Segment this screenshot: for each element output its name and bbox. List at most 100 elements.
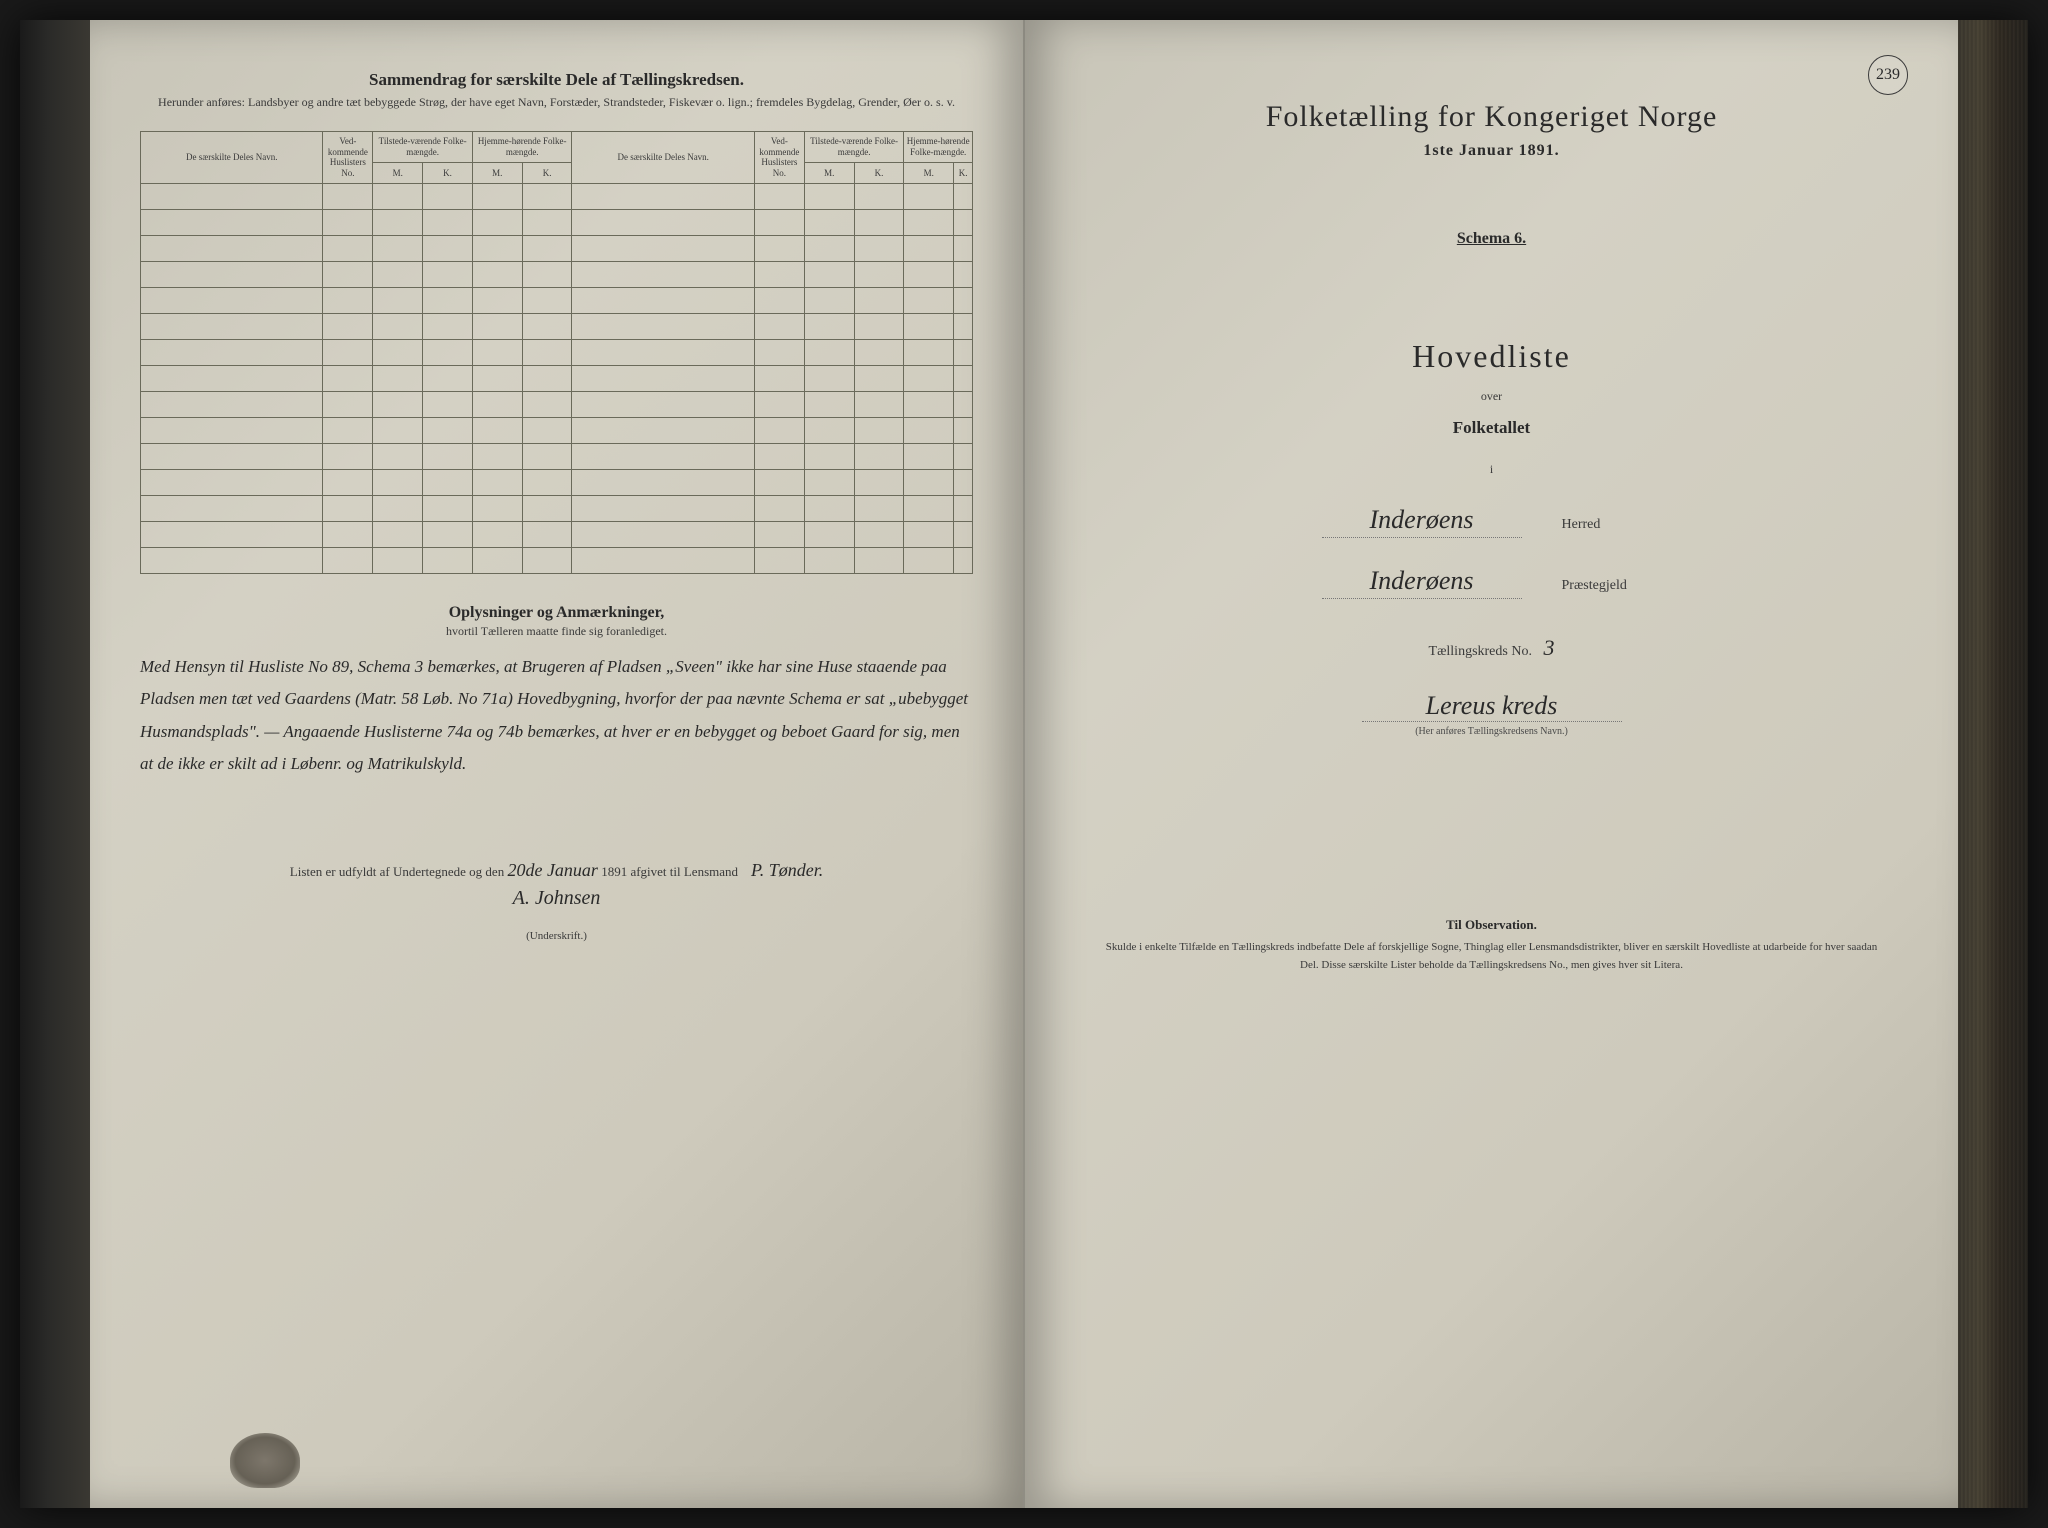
table-cell (854, 521, 904, 547)
table-cell (954, 339, 973, 365)
table-cell (423, 469, 473, 495)
table-cell (572, 313, 754, 339)
table-cell (522, 183, 572, 209)
table-cell (373, 469, 423, 495)
table-cell (854, 313, 904, 339)
table-cell (804, 313, 854, 339)
col-huslister-1: Ved-kommende Huslisters No. (323, 131, 373, 183)
col-k: K. (854, 163, 904, 184)
table-cell (572, 183, 754, 209)
table-cell (423, 365, 473, 391)
table-cell (754, 339, 804, 365)
sig-date-handwritten: 20de Januar (507, 860, 597, 880)
table-cell (373, 495, 423, 521)
table-cell (854, 443, 904, 469)
table-cell (141, 365, 323, 391)
table-cell (373, 261, 423, 287)
kreds-number-row: Tællingskreds No. 3 (1075, 635, 1908, 661)
remarks-title: Oplysninger og Anmærkninger, (140, 604, 973, 622)
table-cell (472, 443, 522, 469)
col-m: M. (373, 163, 423, 184)
col-tilstede-2: Tilstede-værende Folke-mængde. (804, 131, 904, 163)
table-cell (954, 365, 973, 391)
table-cell (373, 209, 423, 235)
table-cell (323, 495, 373, 521)
table-cell (323, 287, 373, 313)
table-cell (373, 391, 423, 417)
table-cell (904, 521, 954, 547)
table-cell (323, 417, 373, 443)
table-cell (904, 287, 954, 313)
i-label: i (1075, 462, 1908, 477)
table-cell (954, 521, 973, 547)
table-cell (954, 235, 973, 261)
table-row (141, 547, 973, 573)
kreds-name-caption: (Her anføres Tællingskredsens Navn.) (1075, 726, 1908, 737)
table-row (141, 287, 973, 313)
left-page-title: Sammendrag for særskilte Dele af Tælling… (140, 70, 973, 90)
table-cell (804, 547, 854, 573)
table-row (141, 261, 973, 287)
right-page: 239 Folketælling for Kongeriget Norge 1s… (1025, 20, 1958, 1508)
table-row (141, 417, 973, 443)
sig-prefix: Listen er udfyldt af Undertegnede og den (290, 864, 504, 879)
table-row (141, 339, 973, 365)
table-cell (804, 235, 854, 261)
table-cell (572, 547, 754, 573)
table-cell (423, 183, 473, 209)
table-cell (904, 365, 954, 391)
table-cell (572, 235, 754, 261)
open-book: Sammendrag for særskilte Dele af Tælling… (20, 20, 2028, 1508)
table-cell (854, 547, 904, 573)
table-cell (141, 443, 323, 469)
table-cell (373, 443, 423, 469)
table-cell (423, 261, 473, 287)
table-cell (854, 417, 904, 443)
table-cell (572, 365, 754, 391)
remarks-section: Oplysninger og Anmærkninger, hvortil Tæl… (140, 604, 973, 780)
table-cell (423, 391, 473, 417)
table-cell (323, 339, 373, 365)
table-cell (854, 287, 904, 313)
kreds-label: Tællingskreds No. (1429, 644, 1532, 659)
table-cell (423, 443, 473, 469)
left-page: Sammendrag for særskilte Dele af Tælling… (90, 20, 1025, 1508)
table-cell (954, 443, 973, 469)
table-cell (854, 365, 904, 391)
col-hjemme-1: Hjemme-hørende Folke-mængde. (472, 131, 572, 163)
census-date: 1ste Januar 1891. (1075, 142, 1908, 160)
table-row (141, 183, 973, 209)
schema-label: Schema 6. (1457, 230, 1526, 248)
col-k: K. (522, 163, 572, 184)
table-cell (954, 183, 973, 209)
table-cell (854, 261, 904, 287)
summary-table: De særskilte Deles Navn. Ved-kommende Hu… (140, 131, 973, 574)
page-number-stamp: 239 (1868, 55, 1908, 95)
table-cell (904, 209, 954, 235)
table-cell (522, 365, 572, 391)
table-cell (472, 495, 522, 521)
table-cell (141, 209, 323, 235)
table-cell (904, 313, 954, 339)
table-cell (754, 443, 804, 469)
table-cell (954, 287, 973, 313)
table-cell (954, 495, 973, 521)
table-cell (373, 235, 423, 261)
table-cell (522, 235, 572, 261)
table-cell (323, 365, 373, 391)
table-cell (472, 469, 522, 495)
table-cell (954, 313, 973, 339)
table-cell (423, 417, 473, 443)
sig-year: 1891 afgivet til Lensmand (601, 864, 738, 879)
table-cell (472, 365, 522, 391)
table-cell (472, 235, 522, 261)
folketallet-label: Folketallet (1075, 418, 1908, 438)
table-cell (804, 287, 854, 313)
table-cell (423, 235, 473, 261)
table-cell (423, 287, 473, 313)
table-row (141, 209, 973, 235)
table-cell (522, 287, 572, 313)
table-cell (854, 235, 904, 261)
table-cell (323, 183, 373, 209)
table-cell (904, 183, 954, 209)
